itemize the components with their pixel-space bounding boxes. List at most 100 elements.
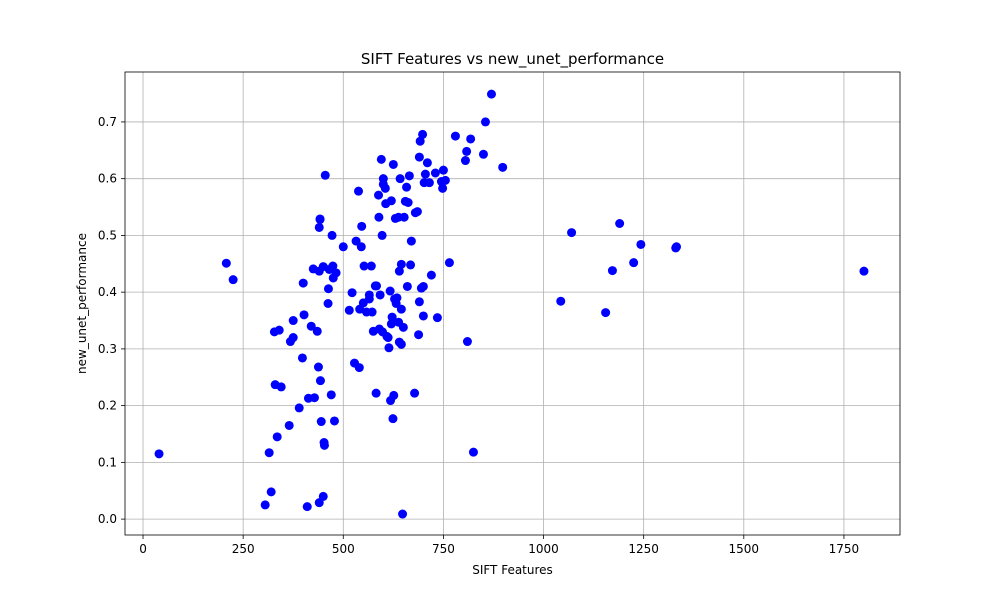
x-tick-label: 750: [432, 542, 455, 556]
data-point: [354, 186, 364, 196]
data-point: [398, 509, 408, 519]
y-tick-label: 0.4: [98, 285, 117, 299]
data-point: [412, 207, 422, 217]
data-point: [402, 281, 412, 291]
data-point: [302, 502, 312, 512]
data-point: [462, 146, 472, 156]
data-point: [422, 158, 432, 168]
data-point: [260, 500, 270, 510]
data-point: [383, 333, 393, 343]
data-point: [426, 270, 436, 280]
data-point: [299, 310, 309, 320]
data-point: [395, 174, 405, 184]
data-point: [312, 326, 322, 336]
data-point: [567, 228, 577, 238]
x-tick-label: 250: [232, 542, 255, 556]
data-point: [466, 134, 476, 144]
data-point: [440, 175, 450, 185]
data-point: [406, 260, 416, 270]
y-tick-label: 0.5: [98, 228, 117, 242]
data-point: [388, 414, 398, 424]
data-point: [406, 236, 416, 246]
data-point: [319, 440, 329, 450]
data-point: [323, 284, 333, 294]
data-point: [396, 259, 406, 269]
data-point: [288, 333, 298, 343]
data-point: [389, 390, 399, 400]
data-point: [338, 242, 348, 252]
data-point: [378, 174, 388, 184]
data-point: [374, 212, 384, 222]
data-point: [380, 183, 390, 193]
data-point: [375, 290, 385, 300]
data-point: [354, 363, 364, 373]
data-point: [480, 117, 490, 127]
data-point: [387, 312, 397, 322]
data-point: [276, 382, 286, 392]
data-point: [327, 230, 337, 240]
data-point: [364, 294, 374, 304]
data-points: [154, 89, 869, 519]
data-point: [410, 388, 420, 398]
data-point: [284, 420, 294, 430]
data-point: [414, 297, 424, 307]
data-point: [478, 149, 488, 159]
data-point: [351, 236, 361, 246]
data-point: [418, 129, 428, 139]
x-tick-label: 1000: [528, 542, 559, 556]
y-tick-label: 0.7: [98, 115, 117, 129]
data-point: [323, 299, 333, 308]
data-point: [486, 89, 496, 99]
plot-frame: [124, 71, 901, 536]
data-point: [344, 305, 354, 315]
data-point: [356, 242, 366, 252]
data-point: [438, 165, 448, 175]
x-axis-ticks: 0 250 500 750 1000 1250 1500 1750: [139, 535, 859, 556]
data-point: [264, 448, 274, 458]
data-point: [430, 168, 440, 178]
data-point: [444, 258, 454, 268]
data-point: [298, 278, 308, 288]
data-point: [377, 230, 387, 240]
x-tick-label: 1500: [729, 542, 760, 556]
data-point: [399, 212, 409, 222]
data-point: [228, 275, 238, 285]
grid-lines: [125, 72, 900, 535]
data-point: [320, 170, 330, 180]
data-point: [432, 313, 442, 323]
data-point: [394, 266, 404, 276]
x-tick-label: 1250: [628, 542, 659, 556]
data-point: [274, 325, 284, 335]
data-point: [294, 403, 304, 413]
data-point: [414, 330, 424, 340]
y-axis-ticks: 0.0 0.1 0.2 0.3 0.4 0.5 0.6 0.7: [98, 115, 125, 526]
data-point: [396, 339, 406, 349]
y-tick-label: 0.6: [98, 172, 117, 186]
data-point: [318, 491, 328, 501]
y-tick-label: 0.1: [98, 455, 117, 469]
data-point: [313, 362, 323, 372]
data-point: [450, 131, 460, 141]
y-tick-label: 0.0: [98, 512, 117, 526]
x-tick-label: 500: [332, 542, 355, 556]
y-tick-label: 0.2: [98, 399, 117, 413]
data-point: [392, 293, 402, 303]
data-point: [328, 261, 338, 271]
data-point: [371, 388, 381, 398]
data-point: [396, 304, 406, 314]
data-point: [672, 242, 682, 252]
data-point: [386, 196, 396, 206]
data-point: [388, 159, 398, 169]
data-point: [329, 416, 339, 426]
data-point: [498, 162, 508, 172]
data-point: [316, 417, 326, 427]
data-point: [367, 307, 377, 317]
data-point: [154, 449, 164, 459]
data-point: [859, 266, 869, 276]
data-point: [556, 296, 566, 306]
data-point: [357, 221, 367, 231]
data-point: [315, 376, 325, 386]
data-point: [315, 214, 325, 224]
data-point: [288, 316, 298, 326]
